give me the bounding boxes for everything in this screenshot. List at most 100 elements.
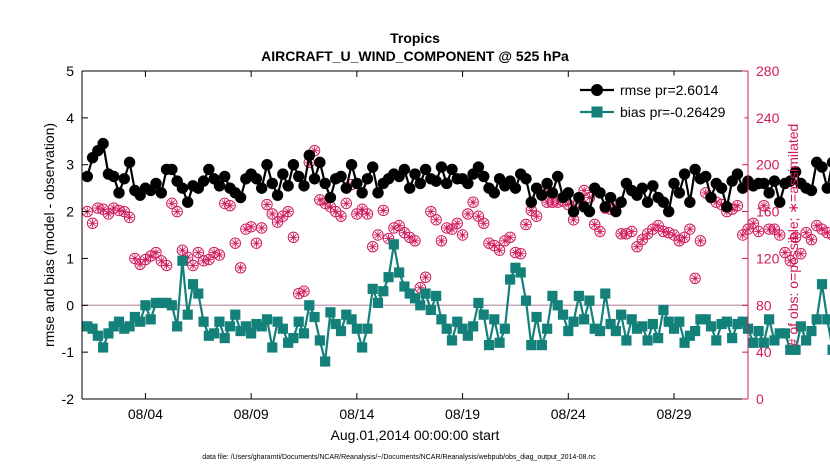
bias-marker (527, 341, 536, 350)
bias-marker (210, 329, 219, 338)
bias-marker (595, 326, 604, 335)
rmse-marker (151, 178, 161, 188)
obs-assimilated-marker (374, 231, 382, 239)
y-tick-label-left: -2 (62, 391, 75, 407)
legend-bias-marker (592, 107, 603, 118)
bias-marker (262, 315, 271, 324)
rmse-marker (304, 150, 314, 160)
bias-marker (278, 324, 287, 333)
rmse-marker (288, 160, 298, 170)
rmse-marker (568, 206, 578, 216)
rmse-marker (204, 164, 214, 174)
y-tick-label-left: 0 (66, 297, 74, 313)
bias-marker (765, 315, 774, 324)
bias-marker (648, 319, 657, 328)
bias-marker (426, 305, 435, 314)
rmse-marker (648, 181, 658, 191)
obs-assimilated-marker (258, 224, 266, 232)
rmse-marker (431, 176, 441, 186)
bias-marker (537, 341, 546, 350)
y-axis-label-left: rmse and bias (model - observation) (41, 123, 57, 347)
rmse-marker (806, 185, 816, 195)
bias-marker (601, 289, 610, 298)
obs-assimilated-marker (432, 216, 440, 224)
rmse-marker (373, 188, 383, 198)
obs-assimilated-marker (189, 261, 197, 269)
bias-marker (543, 324, 552, 333)
y-tick-label-right: 40 (756, 344, 772, 360)
rmse-marker (278, 169, 288, 179)
rmse-marker (637, 183, 647, 193)
x-tick-label: 08/14 (339, 406, 374, 422)
x-axis-label: Aug.01,2014 00:00:00 start (331, 427, 500, 443)
rmse-marker (362, 174, 372, 184)
bias-marker (442, 324, 451, 333)
obs-assimilated-marker (369, 243, 377, 251)
rmse-marker (156, 188, 166, 198)
rmse-marker (272, 190, 282, 200)
obs-assimilated-marker (205, 255, 213, 263)
rmse-marker (537, 190, 547, 200)
x-tick-label: 08/24 (551, 406, 586, 422)
rmse-marker (447, 164, 457, 174)
bias-marker (643, 336, 652, 345)
bias-marker (447, 336, 456, 345)
rmse-marker (415, 178, 425, 188)
obs-assimilated-marker (802, 228, 810, 236)
bias-marker (352, 324, 361, 333)
y-tick-label-left: 5 (66, 63, 74, 79)
rmse-marker (420, 164, 430, 174)
bias-marker (363, 324, 372, 333)
rmse-marker (357, 188, 367, 198)
rmse-marker (109, 171, 119, 181)
bias-marker (268, 343, 277, 352)
rmse-marker (283, 181, 293, 191)
bias-marker (373, 298, 382, 307)
obs-assimilated-marker (263, 200, 271, 208)
bias-marker (199, 317, 208, 326)
bias-marker (315, 336, 324, 345)
rmse-marker (235, 192, 245, 202)
bias-marker (167, 301, 176, 310)
x-tick-label: 08/19 (445, 406, 480, 422)
bias-marker (548, 291, 557, 300)
y-tick-label-right: 200 (756, 157, 780, 173)
bias-marker (574, 291, 583, 300)
rmse-marker (346, 160, 356, 170)
obs-assimilated-marker (813, 221, 821, 229)
rmse-marker (198, 176, 208, 186)
bias-marker (532, 312, 541, 321)
rmse-marker (352, 178, 362, 188)
bias-marker (93, 331, 102, 340)
obs-assimilated-marker (754, 227, 762, 235)
bias-marker (220, 333, 229, 342)
rmse-marker (669, 178, 679, 188)
x-tick-label: 08/09 (234, 406, 269, 422)
y-tick-label-left: 4 (66, 110, 74, 126)
rmse-marker (399, 164, 409, 174)
obs-assimilated-marker (675, 237, 683, 245)
bias-marker (817, 280, 826, 289)
bias-marker (469, 322, 478, 331)
rmse-marker (320, 178, 330, 188)
bias-marker (183, 310, 192, 319)
obs-assimilated-marker (823, 228, 830, 236)
rmse-marker (114, 188, 124, 198)
y-tick-label-left: 2 (66, 204, 74, 220)
rmse-marker (664, 206, 674, 216)
obs-assimilated-marker (421, 273, 429, 281)
y-tick-label-right: 280 (756, 63, 780, 79)
obs-assimilated-marker (247, 223, 255, 231)
rmse-marker (679, 169, 689, 179)
rmse-marker (526, 197, 536, 207)
bias-marker (558, 310, 567, 319)
bias-marker (146, 315, 155, 324)
bias-marker (310, 312, 319, 321)
obs-assimilated-marker (125, 213, 133, 221)
obs-assimilated-marker (818, 225, 826, 233)
obs-assimilated-marker (289, 233, 297, 241)
bias-marker (289, 333, 298, 342)
rmse-marker (722, 202, 732, 212)
obs-assimilated-marker (215, 251, 223, 259)
